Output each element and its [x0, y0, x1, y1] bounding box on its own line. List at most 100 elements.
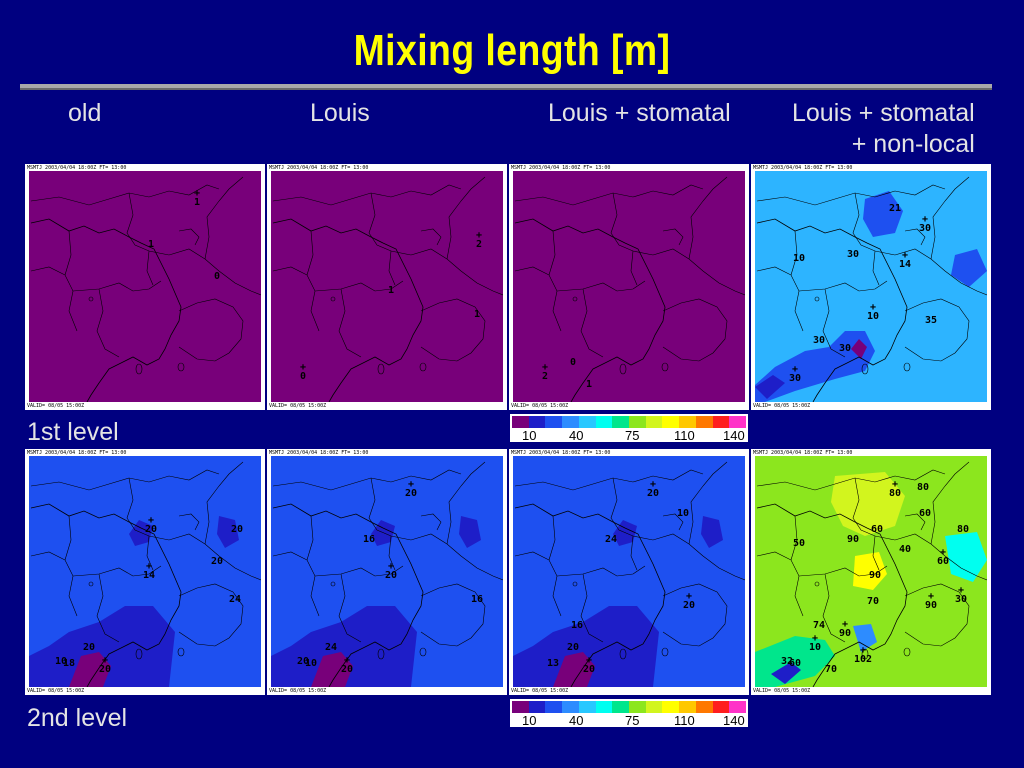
field-value-label: 90	[847, 534, 859, 545]
map-panel-old-level2: MSMTJ 2003/04/04 18:00Z FT= 13:00 20 +20 2…	[25, 449, 265, 695]
prefecture-boundary	[930, 461, 970, 545]
prefecture-boundary	[72, 280, 162, 292]
colorbar-swatch	[512, 416, 529, 428]
field-value-label: 13	[547, 658, 559, 669]
prefecture-boundary	[388, 250, 396, 286]
field-value-label: 30	[919, 223, 931, 234]
map-field-region	[371, 520, 395, 546]
colorbar-swatch	[729, 701, 747, 713]
prefecture-boundary	[388, 535, 396, 571]
field-value-label: 10	[55, 656, 67, 667]
field-value-label: 10	[793, 253, 805, 264]
field-value-label: 0	[214, 271, 220, 282]
prefecture-boundary	[790, 230, 804, 332]
field-value-label: 20	[145, 524, 157, 535]
prefecture-boundary	[446, 461, 486, 545]
extremum-marker: +	[902, 250, 908, 261]
prefecture-boundary	[368, 192, 503, 296]
coastline	[30, 218, 182, 402]
colorbar-tick: 110	[674, 428, 695, 443]
field-value-label: 24	[229, 594, 241, 605]
prefecture-boundary	[30, 184, 220, 206]
map-field-region	[69, 652, 111, 687]
prefecture-boundary	[688, 176, 728, 260]
island-outline	[572, 581, 578, 587]
prefecture-boundary	[420, 583, 486, 647]
prefecture-boundary	[178, 583, 244, 647]
map-field-region	[945, 532, 987, 582]
field-value-label: 80	[917, 482, 929, 493]
map-field-region	[513, 606, 659, 687]
field-value-label: 20	[83, 642, 95, 653]
colorbar-strip	[512, 416, 747, 428]
panel-footer: VALID= 08/05 15:00Z	[269, 403, 327, 409]
map-field-region	[701, 516, 723, 548]
prefecture-boundary	[306, 515, 320, 617]
field-value-label: 16	[471, 594, 483, 605]
map-plot: 2+10	[513, 171, 745, 402]
prefecture-boundary	[904, 298, 970, 362]
field-value-label: 2	[542, 371, 548, 382]
extremum-marker: +	[300, 362, 306, 373]
map-field-region	[217, 516, 239, 548]
extremum-marker: +	[928, 591, 934, 602]
prefecture-boundary	[338, 288, 362, 358]
map-field-region	[863, 191, 903, 237]
prefecture-boundary	[662, 298, 728, 362]
field-value-label: 10	[809, 642, 821, 653]
extremum-marker: +	[860, 645, 866, 656]
colorbar-swatch	[679, 416, 696, 428]
extremum-marker: +	[870, 302, 876, 313]
colorbar-level1: 10 40 75 110 140	[510, 414, 748, 443]
prefecture-boundary	[272, 469, 462, 491]
map-field-region	[755, 375, 785, 399]
island-outline	[135, 648, 143, 660]
extremum-marker: +	[922, 214, 928, 225]
prefecture-boundary	[662, 228, 684, 246]
panel-header: MSMTJ 2003/04/04 18:00Z FT= 13:00	[511, 165, 611, 171]
row-label-2nd-level: 2nd level	[27, 704, 128, 732]
colorbar-swatch	[629, 416, 646, 428]
panel-footer: VALID= 08/05 15:00Z	[27, 403, 85, 409]
colorbar-swatch	[712, 701, 730, 713]
island-outline	[419, 362, 427, 372]
colorbar-tick: 10	[522, 428, 537, 443]
field-value-label: 1	[148, 239, 154, 250]
island-outline	[903, 647, 911, 657]
colorbar-ticks: 10 40 75 110 140	[512, 713, 746, 728]
island-outline	[88, 581, 94, 587]
field-value-label: 21	[889, 203, 901, 214]
extremum-marker: +	[408, 479, 414, 490]
prefecture-boundary	[96, 573, 120, 643]
field-value-label: 30	[813, 335, 825, 346]
map-field-region	[459, 516, 481, 548]
map-field-region	[311, 652, 353, 687]
island-outline	[861, 648, 869, 660]
field-value-label: 30	[789, 373, 801, 384]
colorbar-swatch	[595, 701, 613, 713]
coastline	[756, 218, 908, 402]
island-outline	[419, 647, 427, 657]
field-value-label: 10	[305, 658, 317, 669]
prefecture-boundary	[178, 513, 200, 531]
extremum-marker: +	[146, 561, 152, 572]
extremum-marker: +	[194, 188, 200, 199]
colorbar-tick: 40	[569, 428, 584, 443]
prefecture-boundary	[446, 176, 486, 260]
prefecture-boundary	[30, 469, 220, 491]
colorbar-swatch	[562, 416, 579, 428]
map-field-region	[755, 331, 875, 402]
map-field-background	[29, 171, 261, 402]
map-field-region	[771, 662, 801, 684]
map-plot: 2+110+	[271, 171, 503, 402]
map-field-region	[271, 606, 417, 687]
field-value-label: 20	[341, 664, 353, 675]
island-outline	[135, 363, 143, 375]
prefecture-boundary	[146, 250, 154, 286]
prefecture-boundary	[204, 461, 244, 545]
extremum-marker: +	[388, 561, 394, 572]
colorbar-swatch	[729, 416, 747, 428]
prefecture-boundary	[872, 535, 880, 571]
